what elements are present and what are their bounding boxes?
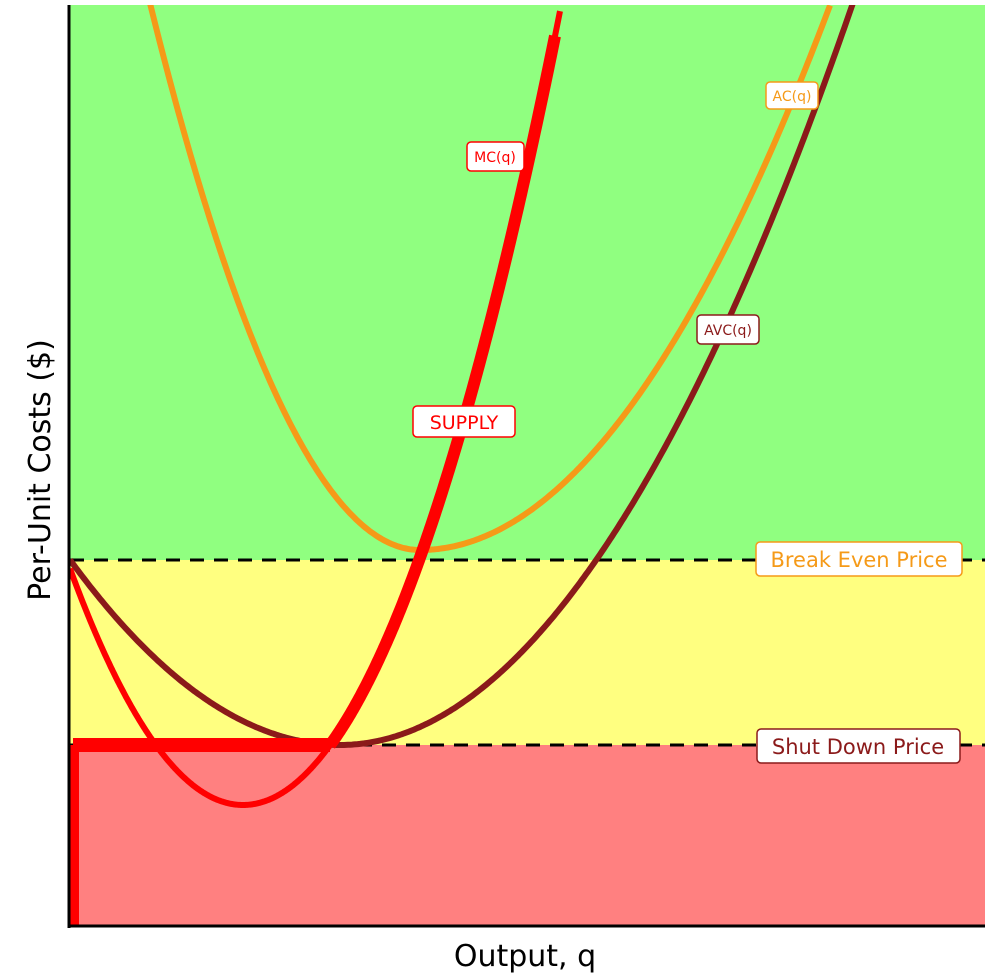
avc-label: AVC(q)	[696, 314, 760, 345]
shut-down-label: Shut Down Price	[756, 728, 961, 764]
ac-label: AC(q)	[765, 81, 819, 110]
svg-text:AVC(q): AVC(q)	[704, 323, 752, 339]
svg-text:MC(q): MC(q)	[474, 150, 516, 166]
supply-label: SUPPLY	[412, 405, 516, 438]
svg-text:AC(q): AC(q)	[773, 89, 812, 105]
shutdown-region	[70, 745, 985, 925]
loss-region	[70, 560, 985, 745]
break-even-label: Break Even Price	[755, 541, 963, 577]
y-axis-label: Per-Unit Costs ($)	[23, 339, 58, 601]
supply-curve-upper	[325, 34, 561, 749]
svg-text:SUPPLY: SUPPLY	[430, 412, 499, 434]
profit-region	[70, 5, 985, 560]
x-axis-label: Output, q	[454, 939, 596, 974]
svg-text:Break Even Price: Break Even Price	[770, 548, 947, 572]
ac-curve	[147, 5, 833, 553]
mc-label: MC(q)	[466, 141, 525, 172]
svg-text:Shut Down Price: Shut Down Price	[772, 735, 944, 759]
